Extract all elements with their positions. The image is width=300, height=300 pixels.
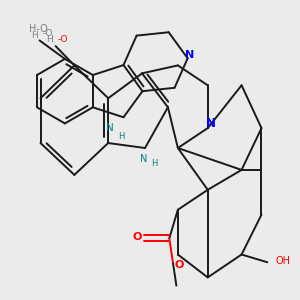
Text: N: N bbox=[184, 50, 194, 60]
Text: H: H bbox=[118, 132, 124, 141]
Text: H: H bbox=[46, 35, 53, 44]
Text: -O: -O bbox=[58, 35, 68, 44]
Text: N: N bbox=[140, 154, 147, 164]
Text: H: H bbox=[151, 159, 157, 168]
Text: H-O: H-O bbox=[28, 24, 47, 34]
Text: -O: -O bbox=[43, 29, 53, 38]
Text: O: O bbox=[175, 260, 184, 270]
Text: H: H bbox=[31, 31, 38, 40]
Text: N: N bbox=[106, 123, 114, 133]
Text: N: N bbox=[206, 117, 216, 130]
Text: O: O bbox=[133, 232, 142, 242]
Text: OH: OH bbox=[276, 256, 291, 266]
